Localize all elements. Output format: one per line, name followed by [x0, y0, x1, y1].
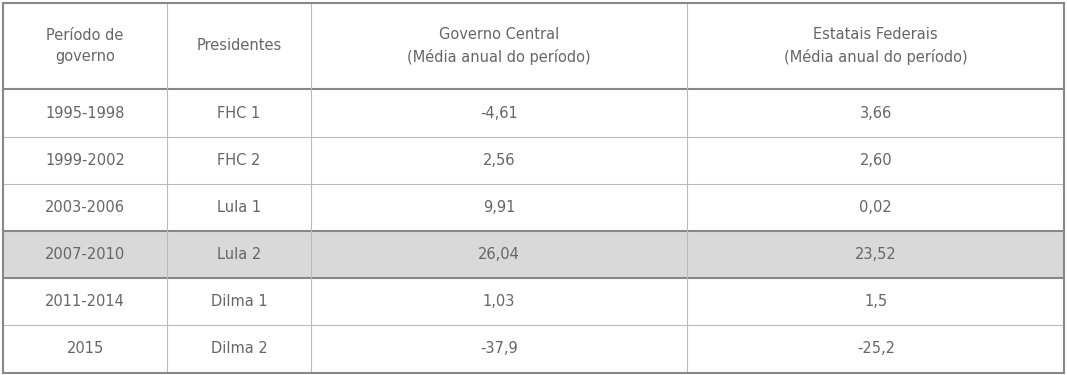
Text: 2007-2010: 2007-2010 — [45, 247, 125, 262]
Text: 1999-2002: 1999-2002 — [45, 153, 125, 168]
Text: -25,2: -25,2 — [857, 341, 895, 356]
Text: FHC 1: FHC 1 — [218, 105, 260, 120]
Text: FHC 2: FHC 2 — [218, 153, 260, 168]
Text: Governo Central
(Média anual do período): Governo Central (Média anual do período) — [408, 27, 591, 65]
Text: 3,66: 3,66 — [860, 105, 892, 120]
Bar — [3, 3, 1064, 90]
Bar — [3, 231, 1064, 278]
Text: 9,91: 9,91 — [482, 200, 515, 215]
Bar — [3, 184, 1064, 231]
Text: Lula 2: Lula 2 — [217, 247, 261, 262]
Bar — [3, 326, 1064, 372]
Text: 26,04: 26,04 — [478, 247, 520, 262]
Text: 1,03: 1,03 — [482, 294, 515, 309]
Text: Dilma 1: Dilma 1 — [210, 294, 267, 309]
Text: 2015: 2015 — [66, 341, 103, 356]
Bar — [3, 278, 1064, 326]
Text: 1,5: 1,5 — [864, 294, 888, 309]
Text: Período de
governo: Período de governo — [46, 28, 124, 64]
Text: 0,02: 0,02 — [859, 200, 892, 215]
Text: Dilma 2: Dilma 2 — [210, 341, 268, 356]
Text: Lula 1: Lula 1 — [217, 200, 261, 215]
Text: Estatais Federais
(Média anual do período): Estatais Federais (Média anual do períod… — [784, 27, 968, 65]
Text: -4,61: -4,61 — [480, 105, 517, 120]
Text: -37,9: -37,9 — [480, 341, 517, 356]
Text: Presidentes: Presidentes — [196, 39, 282, 54]
Text: 1995-1998: 1995-1998 — [46, 105, 125, 120]
Bar — [3, 136, 1064, 184]
Text: 2,60: 2,60 — [860, 153, 892, 168]
Bar — [3, 90, 1064, 136]
Text: 23,52: 23,52 — [855, 247, 896, 262]
Text: 2011-2014: 2011-2014 — [45, 294, 125, 309]
Text: 2003-2006: 2003-2006 — [45, 200, 125, 215]
Text: 2,56: 2,56 — [482, 153, 515, 168]
